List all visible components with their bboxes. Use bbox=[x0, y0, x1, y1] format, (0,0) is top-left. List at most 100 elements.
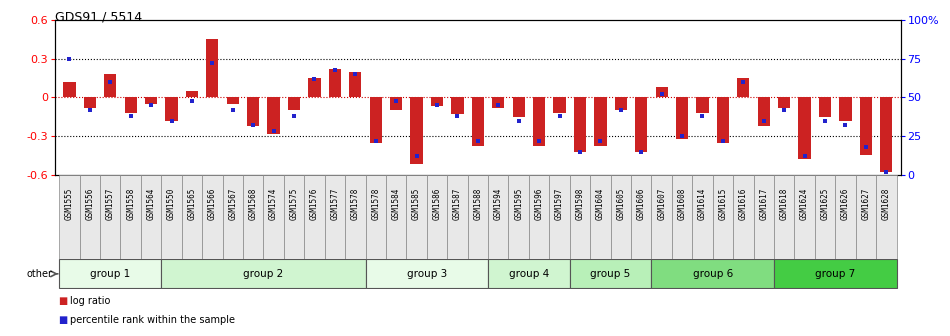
Text: GSM1578: GSM1578 bbox=[371, 187, 380, 220]
Text: GSM1575: GSM1575 bbox=[290, 187, 298, 220]
Text: GSM1617: GSM1617 bbox=[759, 187, 769, 220]
Bar bbox=[672, 175, 693, 259]
Bar bbox=[554, 97, 565, 113]
Text: GSM1558: GSM1558 bbox=[126, 187, 135, 220]
Bar bbox=[758, 97, 770, 126]
Bar bbox=[636, 97, 647, 152]
Text: GSM1624: GSM1624 bbox=[800, 187, 809, 220]
Bar bbox=[717, 97, 729, 142]
Bar bbox=[570, 259, 652, 288]
Text: GSM1626: GSM1626 bbox=[841, 187, 850, 220]
Bar bbox=[104, 74, 116, 97]
Bar bbox=[141, 175, 162, 259]
Bar bbox=[59, 259, 162, 288]
Bar bbox=[574, 97, 586, 152]
Text: GSM1615: GSM1615 bbox=[718, 187, 728, 220]
Bar bbox=[774, 259, 897, 288]
Text: GDS91 / 5514: GDS91 / 5514 bbox=[55, 10, 142, 23]
Bar bbox=[59, 175, 80, 259]
Bar bbox=[121, 175, 141, 259]
Bar bbox=[590, 175, 611, 259]
Text: GSM1566: GSM1566 bbox=[208, 187, 217, 220]
Bar bbox=[309, 78, 320, 97]
Bar bbox=[631, 175, 652, 259]
Bar bbox=[615, 97, 627, 110]
Bar bbox=[100, 175, 121, 259]
Bar bbox=[876, 175, 897, 259]
Bar bbox=[162, 175, 181, 259]
Text: group 1: group 1 bbox=[90, 269, 130, 279]
Bar bbox=[227, 97, 238, 104]
Bar bbox=[64, 82, 75, 97]
Bar bbox=[124, 97, 137, 113]
Text: GSM1628: GSM1628 bbox=[882, 187, 891, 220]
Bar bbox=[325, 175, 345, 259]
Bar bbox=[467, 175, 488, 259]
Text: GSM1564: GSM1564 bbox=[146, 187, 156, 220]
Text: GSM1605: GSM1605 bbox=[617, 187, 625, 220]
Bar bbox=[206, 40, 219, 97]
Bar bbox=[815, 175, 835, 259]
Bar bbox=[407, 175, 427, 259]
Text: GSM1598: GSM1598 bbox=[576, 187, 584, 220]
Text: GSM1567: GSM1567 bbox=[228, 187, 238, 220]
Bar bbox=[819, 97, 831, 117]
Bar bbox=[181, 175, 202, 259]
Bar bbox=[202, 175, 222, 259]
Bar bbox=[162, 259, 366, 288]
Bar bbox=[712, 175, 733, 259]
Bar bbox=[860, 97, 872, 155]
Bar bbox=[733, 175, 753, 259]
Text: GSM1618: GSM1618 bbox=[780, 187, 788, 220]
Bar bbox=[431, 97, 443, 107]
Bar bbox=[835, 175, 856, 259]
Bar bbox=[488, 175, 508, 259]
Text: GSM1585: GSM1585 bbox=[412, 187, 421, 220]
Bar bbox=[840, 97, 851, 121]
Bar bbox=[652, 175, 672, 259]
Text: GSM1608: GSM1608 bbox=[677, 187, 687, 220]
Text: GSM1555: GSM1555 bbox=[65, 187, 74, 220]
Bar bbox=[472, 97, 484, 146]
Bar bbox=[288, 97, 300, 110]
Bar bbox=[145, 97, 157, 104]
Text: GSM1604: GSM1604 bbox=[596, 187, 605, 220]
Bar bbox=[652, 259, 774, 288]
Text: GSM1594: GSM1594 bbox=[494, 187, 503, 220]
Bar bbox=[611, 175, 631, 259]
Bar bbox=[366, 175, 386, 259]
Bar bbox=[693, 175, 712, 259]
Bar bbox=[778, 97, 790, 108]
Text: other: other bbox=[27, 269, 52, 279]
Bar bbox=[529, 175, 549, 259]
Text: GSM1557: GSM1557 bbox=[105, 187, 115, 220]
Text: GSM1627: GSM1627 bbox=[862, 187, 870, 220]
Bar bbox=[186, 91, 198, 97]
Bar bbox=[881, 97, 892, 172]
Text: percentile rank within the sample: percentile rank within the sample bbox=[70, 316, 236, 325]
Text: group 5: group 5 bbox=[591, 269, 631, 279]
Bar bbox=[165, 97, 178, 121]
Bar bbox=[488, 259, 570, 288]
Bar bbox=[447, 175, 467, 259]
Text: GSM1565: GSM1565 bbox=[187, 187, 197, 220]
Bar bbox=[329, 69, 341, 97]
Text: GSM1588: GSM1588 bbox=[473, 187, 483, 220]
Bar bbox=[856, 175, 876, 259]
Text: GSM1586: GSM1586 bbox=[432, 187, 442, 220]
Bar bbox=[513, 97, 524, 117]
Bar bbox=[737, 78, 750, 97]
Bar bbox=[696, 97, 709, 113]
Text: group 7: group 7 bbox=[815, 269, 855, 279]
Text: GSM1574: GSM1574 bbox=[269, 187, 278, 220]
Bar bbox=[799, 97, 810, 159]
Bar bbox=[390, 97, 402, 110]
Bar bbox=[345, 175, 366, 259]
Text: GSM1595: GSM1595 bbox=[514, 187, 523, 220]
Bar bbox=[492, 97, 504, 108]
Text: GSM1606: GSM1606 bbox=[636, 187, 646, 220]
Text: GSM1568: GSM1568 bbox=[249, 187, 257, 220]
Bar bbox=[794, 175, 815, 259]
Bar bbox=[263, 175, 284, 259]
Text: GSM1596: GSM1596 bbox=[535, 187, 543, 220]
